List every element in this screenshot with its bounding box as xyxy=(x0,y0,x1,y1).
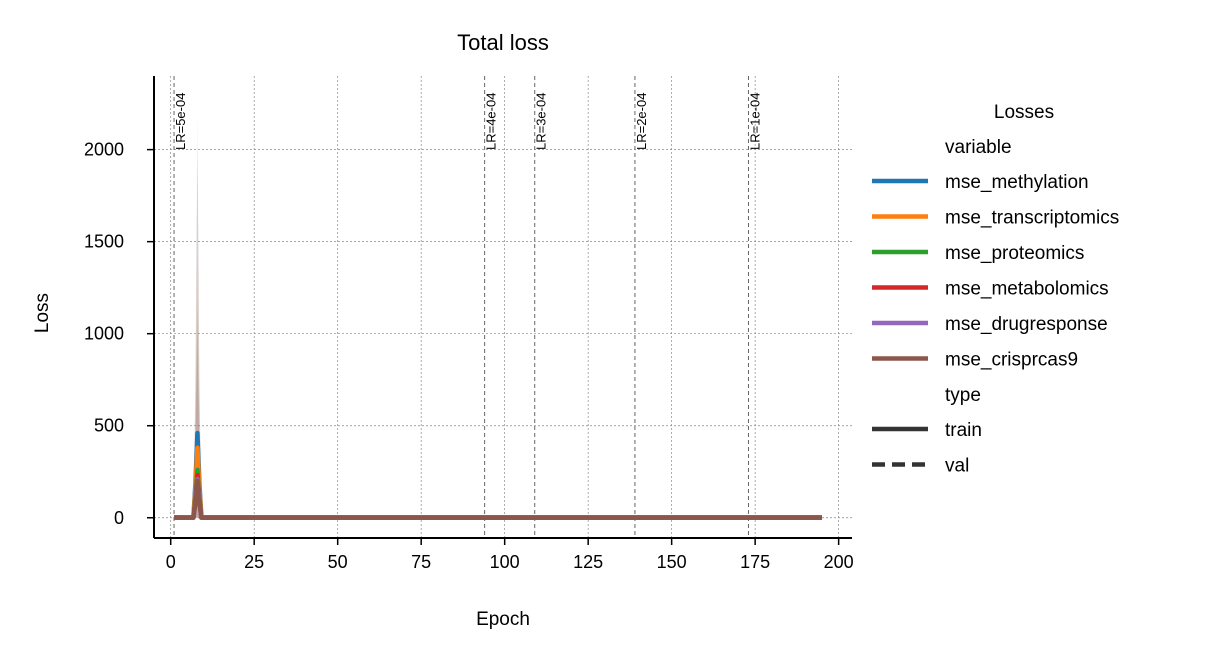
y-tick-label: 1500 xyxy=(84,232,124,252)
x-tick-label: 50 xyxy=(328,552,348,572)
band-mse_methylation xyxy=(174,112,822,518)
x-tick-label: 175 xyxy=(740,552,770,572)
legend-item-mse_transcriptomics: mse_transcriptomics xyxy=(945,208,1119,229)
lr-markers: LR=5e-04 LR=4e-04 LR=3e-04 LR=2e-04 LR=1e-04 xyxy=(173,76,762,538)
legend-item-val: val xyxy=(945,456,969,477)
legend-type-heading: type xyxy=(945,385,981,406)
line-mse_drugresponse xyxy=(174,476,822,520)
x-tick-label: 150 xyxy=(657,552,687,572)
lr-marker-label: LR=1e-04 xyxy=(747,93,762,150)
x-tick-label: 75 xyxy=(411,552,431,572)
x-tick-label: 200 xyxy=(824,552,854,572)
x-tick-label: 0 xyxy=(166,552,176,572)
y-tick-label: 2000 xyxy=(84,140,124,160)
legend-title: Losses xyxy=(994,102,1054,123)
lr-marker-label: LR=2e-04 xyxy=(634,93,649,150)
x-tick-label: 125 xyxy=(573,552,603,572)
chart-title: Total loss xyxy=(457,30,549,55)
line-mse_proteomics xyxy=(174,467,822,520)
legend-item-mse_metabolomics: mse_metabolomics xyxy=(945,279,1109,300)
x-axis-label: Epoch xyxy=(476,609,530,630)
line-mse_methylation xyxy=(174,430,822,520)
legend-item-mse_methylation: mse_methylation xyxy=(945,172,1089,193)
line-mse_transcriptomics xyxy=(174,445,822,520)
line-mse_crisprcas9 xyxy=(174,478,822,520)
series-lines xyxy=(174,430,822,520)
lr-marker-label: LR=5e-04 xyxy=(173,93,188,150)
legend-item-train: train xyxy=(945,420,982,441)
x-tick-label: 100 xyxy=(490,552,520,572)
legend-item-mse_crisprcas9: mse_crisprcas9 xyxy=(945,350,1078,371)
legend-item-mse_drugresponse: mse_drugresponse xyxy=(945,314,1108,335)
lr-marker-label: LR=3e-04 xyxy=(534,93,549,150)
legend-variable-heading: variable xyxy=(945,137,1012,158)
legend-item-mse_proteomics: mse_proteomics xyxy=(945,243,1084,264)
y-tick-label: 500 xyxy=(94,416,124,436)
y-tick-label: 1000 xyxy=(84,324,124,344)
y-tick-label: 0 xyxy=(114,508,124,528)
band-mse_metabolomics xyxy=(174,315,822,518)
legend: Losses variable mse_methylation mse_trans… xyxy=(872,102,1119,477)
lr-marker-label: LR=4e-04 xyxy=(484,93,499,150)
y-axis-label: Loss xyxy=(32,293,53,333)
uncertainty-bands xyxy=(174,112,822,518)
band-mse_proteomics xyxy=(174,296,822,518)
line-mse_metabolomics xyxy=(174,473,822,520)
x-tick-label: 25 xyxy=(244,552,264,572)
